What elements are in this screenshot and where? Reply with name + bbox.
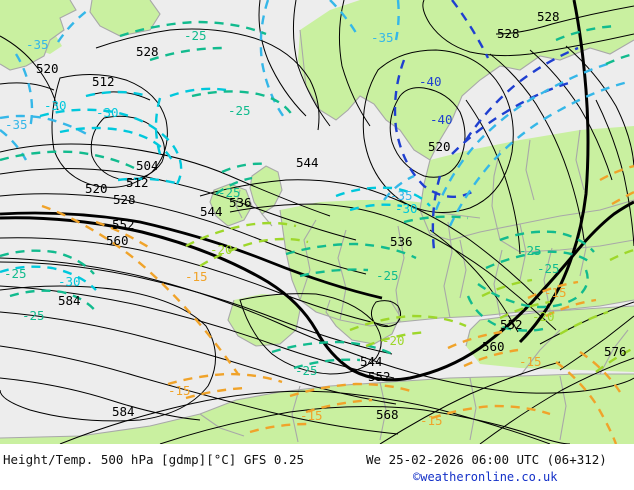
temp-label: -15: [168, 383, 191, 398]
height-label: 520: [36, 61, 59, 76]
height-label: 512: [126, 175, 149, 190]
height-label: 504: [136, 158, 159, 173]
temp-label: -35: [371, 30, 394, 45]
temp-label: -25: [295, 363, 318, 378]
temp-contour-minus35: [0, 0, 629, 227]
height-label: 520: [428, 139, 451, 154]
footer-credit: ©weatheronline.co.uk: [413, 470, 558, 484]
height-label: 544: [360, 354, 383, 369]
map-graphics: [0, 0, 634, 444]
temp-contour-minus40: [393, 0, 579, 251]
height-label: 528: [497, 26, 520, 41]
map-canvas: 520 512 528 504 512 520 528 544 520 528 …: [0, 0, 634, 444]
temp-label: -15: [544, 285, 567, 300]
temp-label: -20: [382, 333, 405, 348]
footer-valid-time: We 25-02-2026 06:00 UTC (06+312): [366, 452, 607, 467]
height-label: 528: [136, 44, 159, 59]
temp-label: -30: [395, 201, 418, 216]
temp-label: -15: [185, 269, 208, 284]
height-label: 520: [85, 181, 108, 196]
height-label: 544: [296, 155, 319, 170]
temp-label: -20: [532, 309, 555, 324]
temp-label: -35: [5, 117, 28, 132]
height-contour-layer: [0, 0, 634, 444]
height-label: 528: [113, 192, 136, 207]
temp-label: -25: [519, 243, 542, 258]
temp-label: -15: [300, 408, 323, 423]
temp-label: -25: [228, 103, 251, 118]
temp-label: -25: [218, 185, 241, 200]
temp-contour-minus30: [0, 87, 431, 291]
temp-label: -30: [58, 274, 81, 289]
height-label: 544: [200, 204, 223, 219]
temp-label: -25: [184, 28, 207, 43]
height-label: 552: [500, 317, 523, 332]
footer-variable-label: Height/Temp. 500 hPa [gdmp][°C] GFS 0.25: [3, 452, 305, 467]
temp-label: -30: [96, 105, 119, 120]
height-label: 552: [368, 369, 391, 384]
height-label: 536: [229, 195, 252, 210]
temp-label: -40: [430, 112, 453, 127]
temp-label: -25: [537, 261, 560, 276]
height-label: 584: [112, 404, 135, 419]
coastline-border-layer: [0, 0, 634, 443]
temp-label: -25: [376, 268, 399, 283]
height-label: 576: [604, 344, 627, 359]
temp-label: -25: [4, 266, 27, 281]
temp-label: -30: [44, 98, 67, 113]
height-label: 528: [537, 9, 560, 24]
temp-label: -25: [22, 308, 45, 323]
temp-contour-minus15: [41, 164, 634, 444]
temp-contour-minus20: [185, 221, 634, 373]
height-label: 560: [482, 339, 505, 354]
footer-bar: Height/Temp. 500 hPa [gdmp][°C] GFS 0.25…: [0, 444, 634, 490]
height-label: 560: [106, 233, 129, 248]
temp-label: -35: [26, 37, 49, 52]
temp-label: -20: [210, 242, 233, 257]
temp-label: -40: [419, 74, 442, 89]
temp-label: -15: [420, 413, 443, 428]
height-label: 536: [390, 234, 413, 249]
temp-label: -35: [390, 188, 413, 203]
temp-label: -15: [519, 354, 542, 369]
height-label: 512: [92, 74, 115, 89]
height-label: 552: [112, 217, 135, 232]
height-label: 584: [58, 293, 81, 308]
temp-contour-minus25: [0, 20, 634, 370]
height-label: 568: [376, 407, 399, 422]
